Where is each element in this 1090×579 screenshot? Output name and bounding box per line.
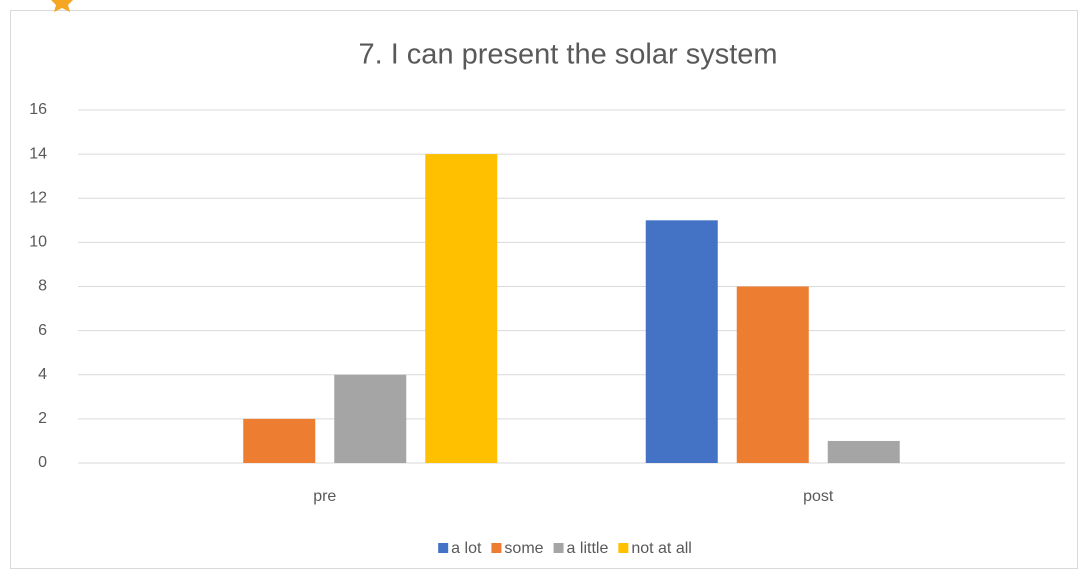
y-tick-label: 2: [38, 410, 47, 427]
chart-title: 7. I can present the solar system: [358, 39, 777, 71]
y-tick-label: 10: [29, 234, 47, 251]
y-tick-label: 8: [38, 278, 47, 295]
legend-swatch: [618, 543, 629, 553]
bar: [736, 286, 809, 463]
x-tick-label: pre: [313, 488, 336, 505]
legend-swatch: [438, 543, 449, 553]
bar: [425, 154, 498, 463]
y-tick-label: 14: [29, 145, 47, 162]
legend-swatch: [491, 543, 502, 553]
y-tick-label: 6: [38, 322, 47, 339]
legend-label: not at all: [631, 540, 691, 557]
y-tick-label: 4: [38, 366, 47, 383]
chart-border: [10, 10, 1078, 569]
y-tick-label: 12: [29, 189, 47, 206]
legend-swatch: [553, 543, 564, 553]
bar: [645, 220, 718, 463]
bar: [827, 440, 900, 463]
y-tick-label: 16: [29, 101, 47, 118]
legend-label: a lot: [451, 540, 482, 557]
x-tick-label: post: [803, 488, 834, 505]
y-tick-label: 0: [38, 454, 47, 471]
legend-label: some: [504, 540, 543, 557]
legend-label: a little: [567, 540, 609, 557]
bar: [243, 418, 316, 463]
bar: [334, 374, 407, 463]
icon: [51, 0, 73, 12]
